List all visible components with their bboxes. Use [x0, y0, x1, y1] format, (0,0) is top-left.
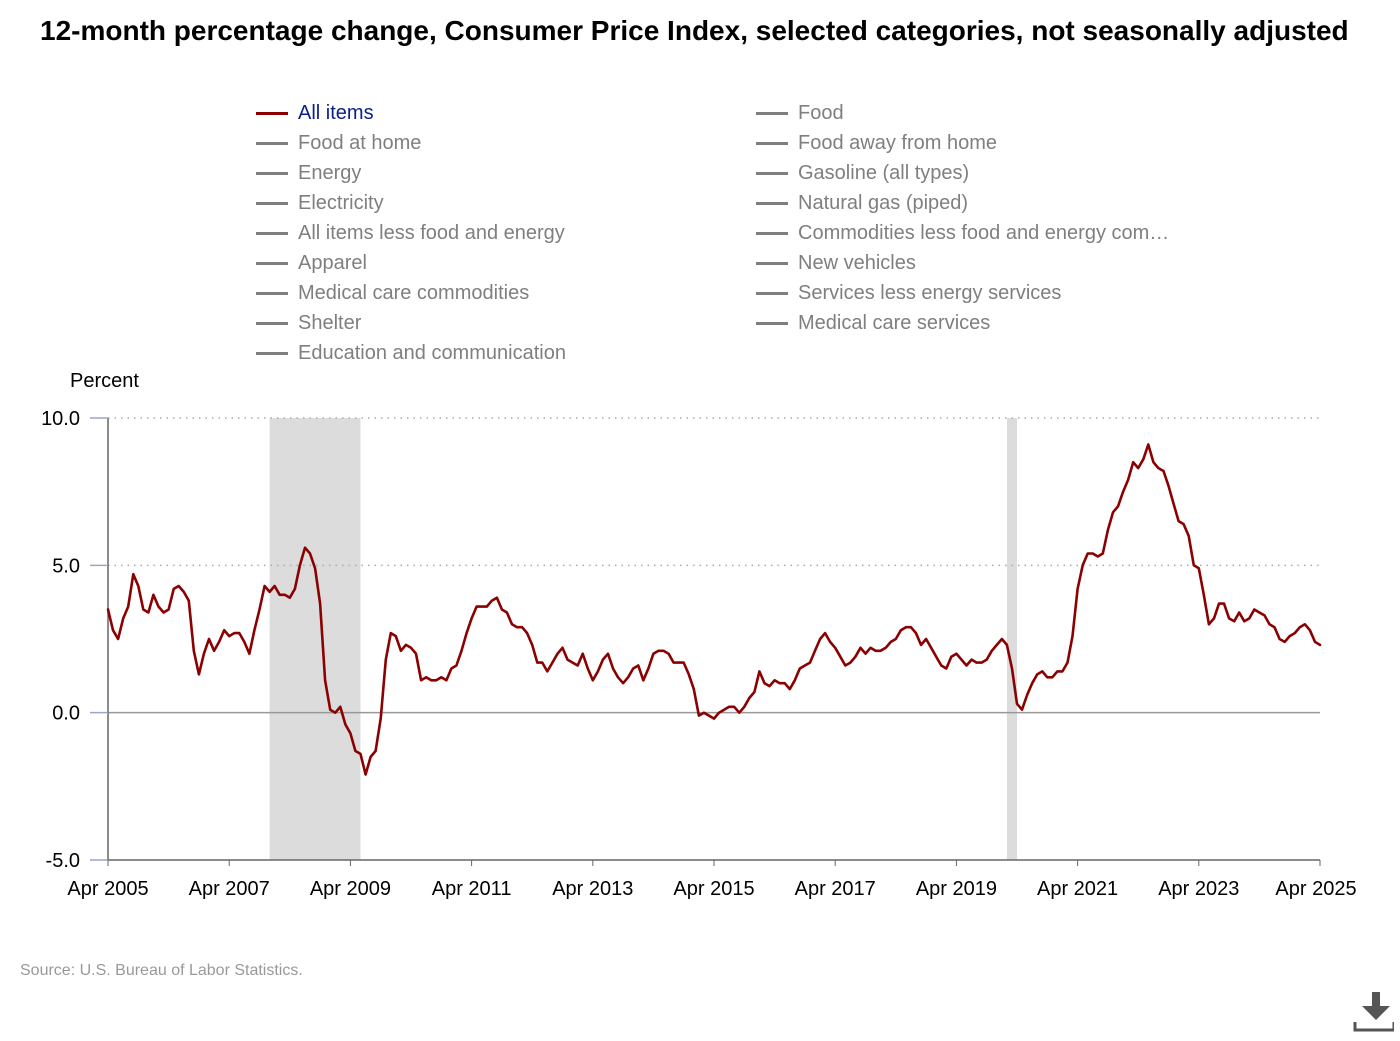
legend-item[interactable]: New vehicles	[756, 248, 916, 278]
x-tick-label: Apr 2009	[310, 878, 391, 900]
recession-band	[269, 418, 361, 860]
legend-label: All items	[298, 101, 374, 124]
legend-label: All items less food and energy	[298, 221, 565, 244]
legend-swatch	[756, 291, 788, 295]
chart-title: 12-month percentage change, Consumer Pri…	[40, 15, 1349, 46]
y-tick-label: -5.0	[46, 850, 80, 872]
legend-label: Food away from home	[798, 131, 997, 154]
legend-item[interactable]: Electricity	[256, 188, 384, 218]
source-note: Source: U.S. Bureau of Labor Statistics.	[20, 962, 303, 979]
legend-item[interactable]: All items less food and energy	[256, 218, 565, 248]
legend-swatch	[756, 261, 788, 265]
legend-item[interactable]: Education and communication	[256, 338, 566, 368]
legend-item[interactable]: Medical care services	[756, 308, 990, 338]
x-tick-label: Apr 2023	[1158, 878, 1239, 900]
y-tick-label: 10.0	[41, 408, 80, 430]
legend-swatch	[256, 351, 288, 355]
x-tick-label: Apr 2017	[795, 878, 876, 900]
legend-swatch	[256, 201, 288, 205]
recession-band	[1006, 418, 1017, 860]
legend-item[interactable]: All items	[256, 98, 374, 128]
legend-label: Natural gas (piped)	[798, 191, 969, 214]
legend-item[interactable]: Apparel	[256, 248, 367, 278]
legend-swatch	[756, 201, 788, 205]
download-button[interactable]	[1350, 988, 1396, 1036]
legend-swatch	[756, 231, 788, 235]
x-tick-label: Apr 2015	[673, 878, 754, 900]
legend-label: New vehicles	[798, 251, 916, 274]
x-tick-label: Apr 2007	[189, 878, 270, 900]
legend-label: Services less energy services	[798, 281, 1062, 304]
legend-swatch	[256, 171, 288, 175]
x-tick-label: Apr 2013	[552, 878, 633, 900]
legend-swatch	[256, 261, 288, 265]
legend: All items Food Food at home Food away from …	[256, 98, 1256, 368]
legend-swatch	[256, 111, 288, 115]
y-axis-label: Percent	[70, 370, 139, 392]
legend-swatch	[256, 321, 288, 325]
download-icon	[1353, 992, 1396, 1032]
x-tick-label: Apr 2019	[916, 878, 997, 900]
legend-item[interactable]: Gasoline (all types)	[756, 158, 969, 188]
legend-label: Gasoline (all types)	[798, 161, 970, 184]
legend-swatch	[756, 171, 788, 175]
legend-item[interactable]: Energy	[256, 158, 361, 188]
y-tick-label: 5.0	[52, 555, 80, 577]
legend-swatch	[756, 141, 788, 145]
y-tick-label: 0.0	[52, 703, 80, 725]
x-tick-label: Apr 2025	[1275, 878, 1356, 900]
line-chart: Percent 10.0 5.0 0.0 -5.0 Apr 2005 Apr 2007 Ap…	[41, 370, 1357, 900]
legend-swatch	[256, 231, 288, 235]
legend-label: Shelter	[298, 311, 362, 334]
x-tick-label: Apr 2005	[67, 878, 148, 900]
x-tick-label: Apr 2011	[432, 878, 512, 900]
legend-label: Apparel	[298, 251, 367, 274]
legend-label: Energy	[298, 161, 362, 184]
legend-label: Food	[798, 101, 844, 124]
legend-item[interactable]: Commodities less food and energy com…	[756, 218, 1169, 248]
legend-label: Electricity	[298, 191, 384, 214]
legend-swatch	[756, 321, 788, 325]
legend-swatch	[256, 291, 288, 295]
legend-item[interactable]: Shelter	[256, 308, 361, 338]
legend-item[interactable]: Food	[756, 98, 844, 128]
legend-item[interactable]: Natural gas (piped)	[756, 188, 968, 218]
legend-item[interactable]: Medical care commodities	[256, 278, 529, 308]
legend-swatch	[756, 111, 788, 115]
x-tick-label: Apr 2021	[1037, 878, 1118, 900]
legend-item[interactable]: Food at home	[256, 128, 421, 158]
legend-label: Medical care services	[798, 311, 991, 334]
legend-label: Commodities less food and energy com…	[798, 221, 1170, 244]
series-line-all-items	[106, 443, 1322, 776]
legend-label: Medical care commodities	[298, 281, 530, 304]
legend-item[interactable]: Services less energy services	[756, 278, 1061, 308]
legend-item[interactable]: Food away from home	[756, 128, 997, 158]
legend-swatch	[256, 141, 288, 145]
legend-label: Food at home	[298, 131, 422, 154]
